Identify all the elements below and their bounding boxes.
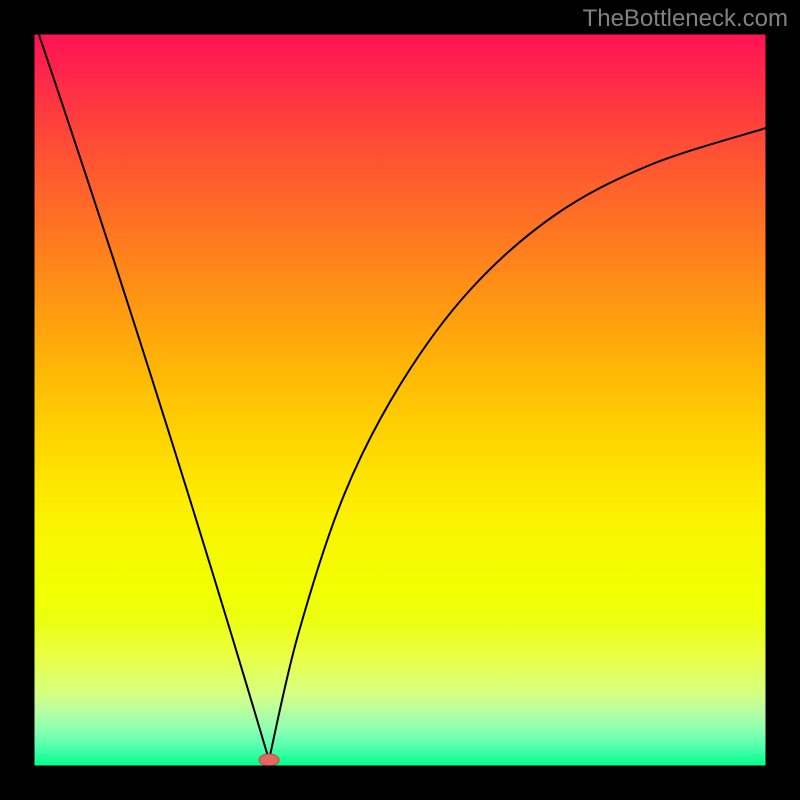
bottleneck-chart bbox=[0, 0, 800, 800]
minimum-marker bbox=[259, 754, 279, 766]
plot-background-gradient bbox=[34, 34, 766, 766]
watermark-text: TheBottleneck.com bbox=[583, 5, 788, 33]
chart-stage: TheBottleneck.com bbox=[0, 0, 800, 800]
